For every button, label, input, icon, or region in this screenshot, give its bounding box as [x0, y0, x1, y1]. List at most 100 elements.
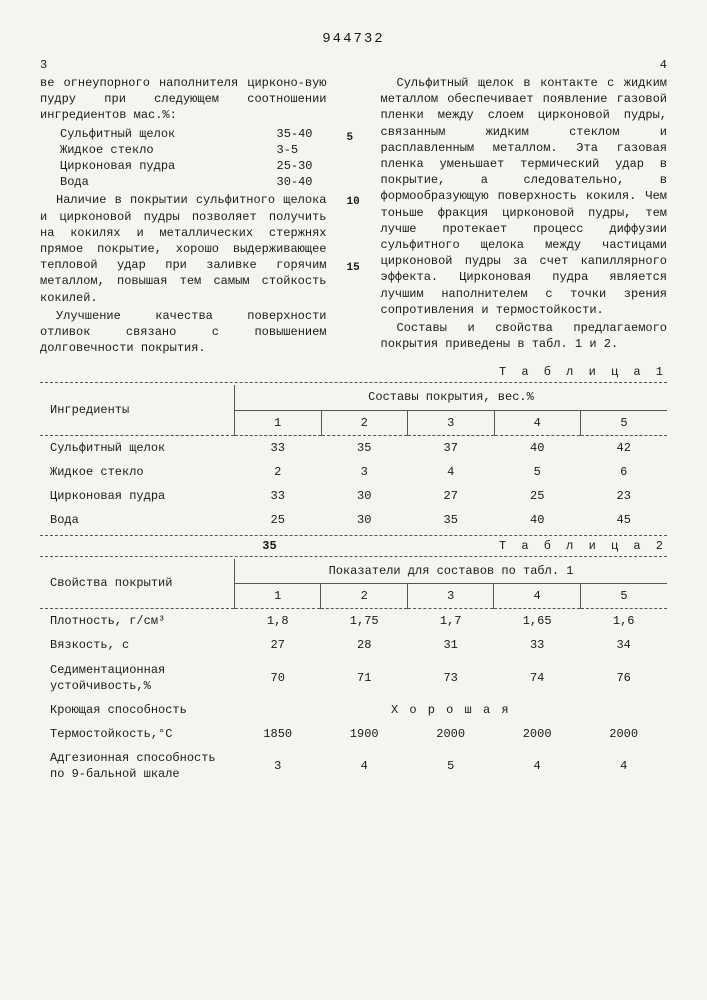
left-p1: Наличие в покрытии сульфитного щелока и …: [40, 192, 327, 305]
t1-cell: 6: [581, 460, 668, 484]
t2-rowname: Адгезионная способность по 9-бальной шка…: [40, 746, 235, 786]
t1-cell: 23: [581, 484, 668, 508]
t2-head-indicators: Показатели для составов по табл. 1: [235, 559, 668, 584]
t1-cell: 25: [494, 484, 581, 508]
t1-rowname: Цирконовая пудра: [40, 484, 235, 508]
table1-top-line: [40, 382, 667, 383]
t1-cell: 25: [235, 508, 322, 532]
table1-label: Т а б л и ц а 1: [40, 364, 667, 380]
t1-cell: 40: [494, 435, 581, 460]
t2-rowname: Кроющая способность: [40, 698, 235, 722]
t1-cell: 35: [408, 508, 495, 532]
t2-cell: 2000: [407, 722, 493, 746]
t2-cell: 27: [235, 633, 321, 657]
page-left: 3: [40, 57, 47, 73]
t1-cell: 42: [581, 435, 668, 460]
table-row: Жидкое стекло23456: [40, 460, 667, 484]
t2-cell: 74: [494, 658, 580, 698]
left-column: ве огнеупорного наполнителя цирконо-вую …: [40, 73, 327, 358]
t2-cell: 1,65: [494, 609, 580, 634]
t1-cell: 33: [235, 484, 322, 508]
t1-colnum: 1: [235, 410, 322, 435]
t1-cell: 5: [494, 460, 581, 484]
t2-cell: 4: [321, 746, 407, 786]
t2-cell: 2000: [494, 722, 580, 746]
t1-cell: 35: [321, 435, 408, 460]
table1-bottom-line: [40, 535, 667, 536]
t2-cell: 71: [321, 658, 407, 698]
t2-colnum: 5: [580, 583, 667, 608]
t1-cell: 33: [235, 435, 322, 460]
ingredient-value: 30-40: [277, 174, 327, 190]
table-row: Вязкость, с2728313334: [40, 633, 667, 657]
t2-cell: 3: [235, 746, 321, 786]
t1-cell: 3: [321, 460, 408, 484]
ingredient-row: Вода30-40: [40, 174, 327, 190]
t1-rowname: Жидкое стекло: [40, 460, 235, 484]
t1-cell: 30: [321, 508, 408, 532]
t1-rowname: Сульфитный щелок: [40, 435, 235, 460]
t2-colnum: 2: [321, 583, 407, 608]
t2-rowname: Седиментационная устойчивость,%: [40, 658, 235, 698]
t2-colnum: 3: [407, 583, 493, 608]
t2-cell: 1,75: [321, 609, 407, 634]
table2-label: Т а б л и ц а 2: [499, 538, 667, 554]
t2-span-cell: Х о р о ш а я: [235, 698, 668, 722]
t1-cell: 37: [408, 435, 495, 460]
t1-head-ingredients: Ингредиенты: [40, 385, 235, 435]
table-row: Плотность, г/см³1,81,751,71,651,6: [40, 609, 667, 634]
ingredient-row: Жидкое стекло3-5: [40, 142, 327, 158]
ingredient-list: Сульфитный щелок35-40Жидкое стекло3-5Цир…: [40, 126, 327, 191]
t2-head-props: Свойства покрытий: [40, 559, 235, 609]
line-num-5: 5: [347, 131, 354, 146]
ingredient-value: 25-30: [277, 158, 327, 174]
table2: Свойства покрытий Показатели для составо…: [40, 559, 667, 787]
table1: Ингредиенты Составы покрытия, вес.% 1234…: [40, 385, 667, 532]
ingredient-name: Вода: [40, 174, 277, 190]
t1-colnum: 5: [581, 410, 668, 435]
table-row: Цирконовая пудра3330272523: [40, 484, 667, 508]
table-row: Вода2530354045: [40, 508, 667, 532]
t1-cell: 45: [581, 508, 668, 532]
left-p0: ве огнеупорного наполнителя цирконо-вую …: [40, 75, 327, 124]
page-numbers: 3 4: [40, 57, 667, 73]
ingredient-value: 3-5: [277, 142, 327, 158]
t2-colnum: 1: [235, 583, 321, 608]
t1-cell: 27: [408, 484, 495, 508]
t2-cell: 31: [407, 633, 493, 657]
table-row: Термостойкость,°С18501900200020002000: [40, 722, 667, 746]
t2-cell: 1,8: [235, 609, 321, 634]
t2-cell: 1900: [321, 722, 407, 746]
t2-cell: 4: [580, 746, 667, 786]
t2-cell: 1850: [235, 722, 321, 746]
ingredient-row: Сульфитный щелок35-40: [40, 126, 327, 142]
table-row: Сульфитный щелок3335374042: [40, 435, 667, 460]
t2-rowname: Плотность, г/см³: [40, 609, 235, 634]
table2-top-line: [40, 556, 667, 557]
mid-line-num: 35: [262, 538, 276, 554]
line-num-15: 15: [347, 261, 360, 276]
table-row: Адгезионная способность по 9-бальной шка…: [40, 746, 667, 786]
t2-cell: 5: [407, 746, 493, 786]
t1-cell: 4: [408, 460, 495, 484]
ingredient-row: Цирконовая пудра25-30: [40, 158, 327, 174]
table-row: Седиментационная устойчивость,%707173747…: [40, 658, 667, 698]
table-row: Кроющая способностьХ о р о ш а я: [40, 698, 667, 722]
left-p2: Улучшение качества поверхности отливок с…: [40, 308, 327, 357]
right-p0: Сульфитный щелок в контакте с жидким мет…: [381, 75, 668, 318]
page-right: 4: [660, 57, 667, 73]
t1-cell: 2: [235, 460, 322, 484]
t2-cell: 2000: [580, 722, 667, 746]
t1-colnum: 3: [408, 410, 495, 435]
ingredient-name: Жидкое стекло: [40, 142, 277, 158]
t2-rowname: Термостойкость,°С: [40, 722, 235, 746]
line-num-10: 10: [347, 195, 360, 210]
t1-colnum: 4: [494, 410, 581, 435]
t2-cell: 4: [494, 746, 580, 786]
t2-rowname: Вязкость, с: [40, 633, 235, 657]
t1-colnum: 2: [321, 410, 408, 435]
t2-cell: 70: [235, 658, 321, 698]
right-p1: Составы и свойства предлагаемого покрыти…: [381, 320, 668, 352]
t1-head-compositions: Составы покрытия, вес.%: [235, 385, 668, 410]
t2-cell: 34: [580, 633, 667, 657]
